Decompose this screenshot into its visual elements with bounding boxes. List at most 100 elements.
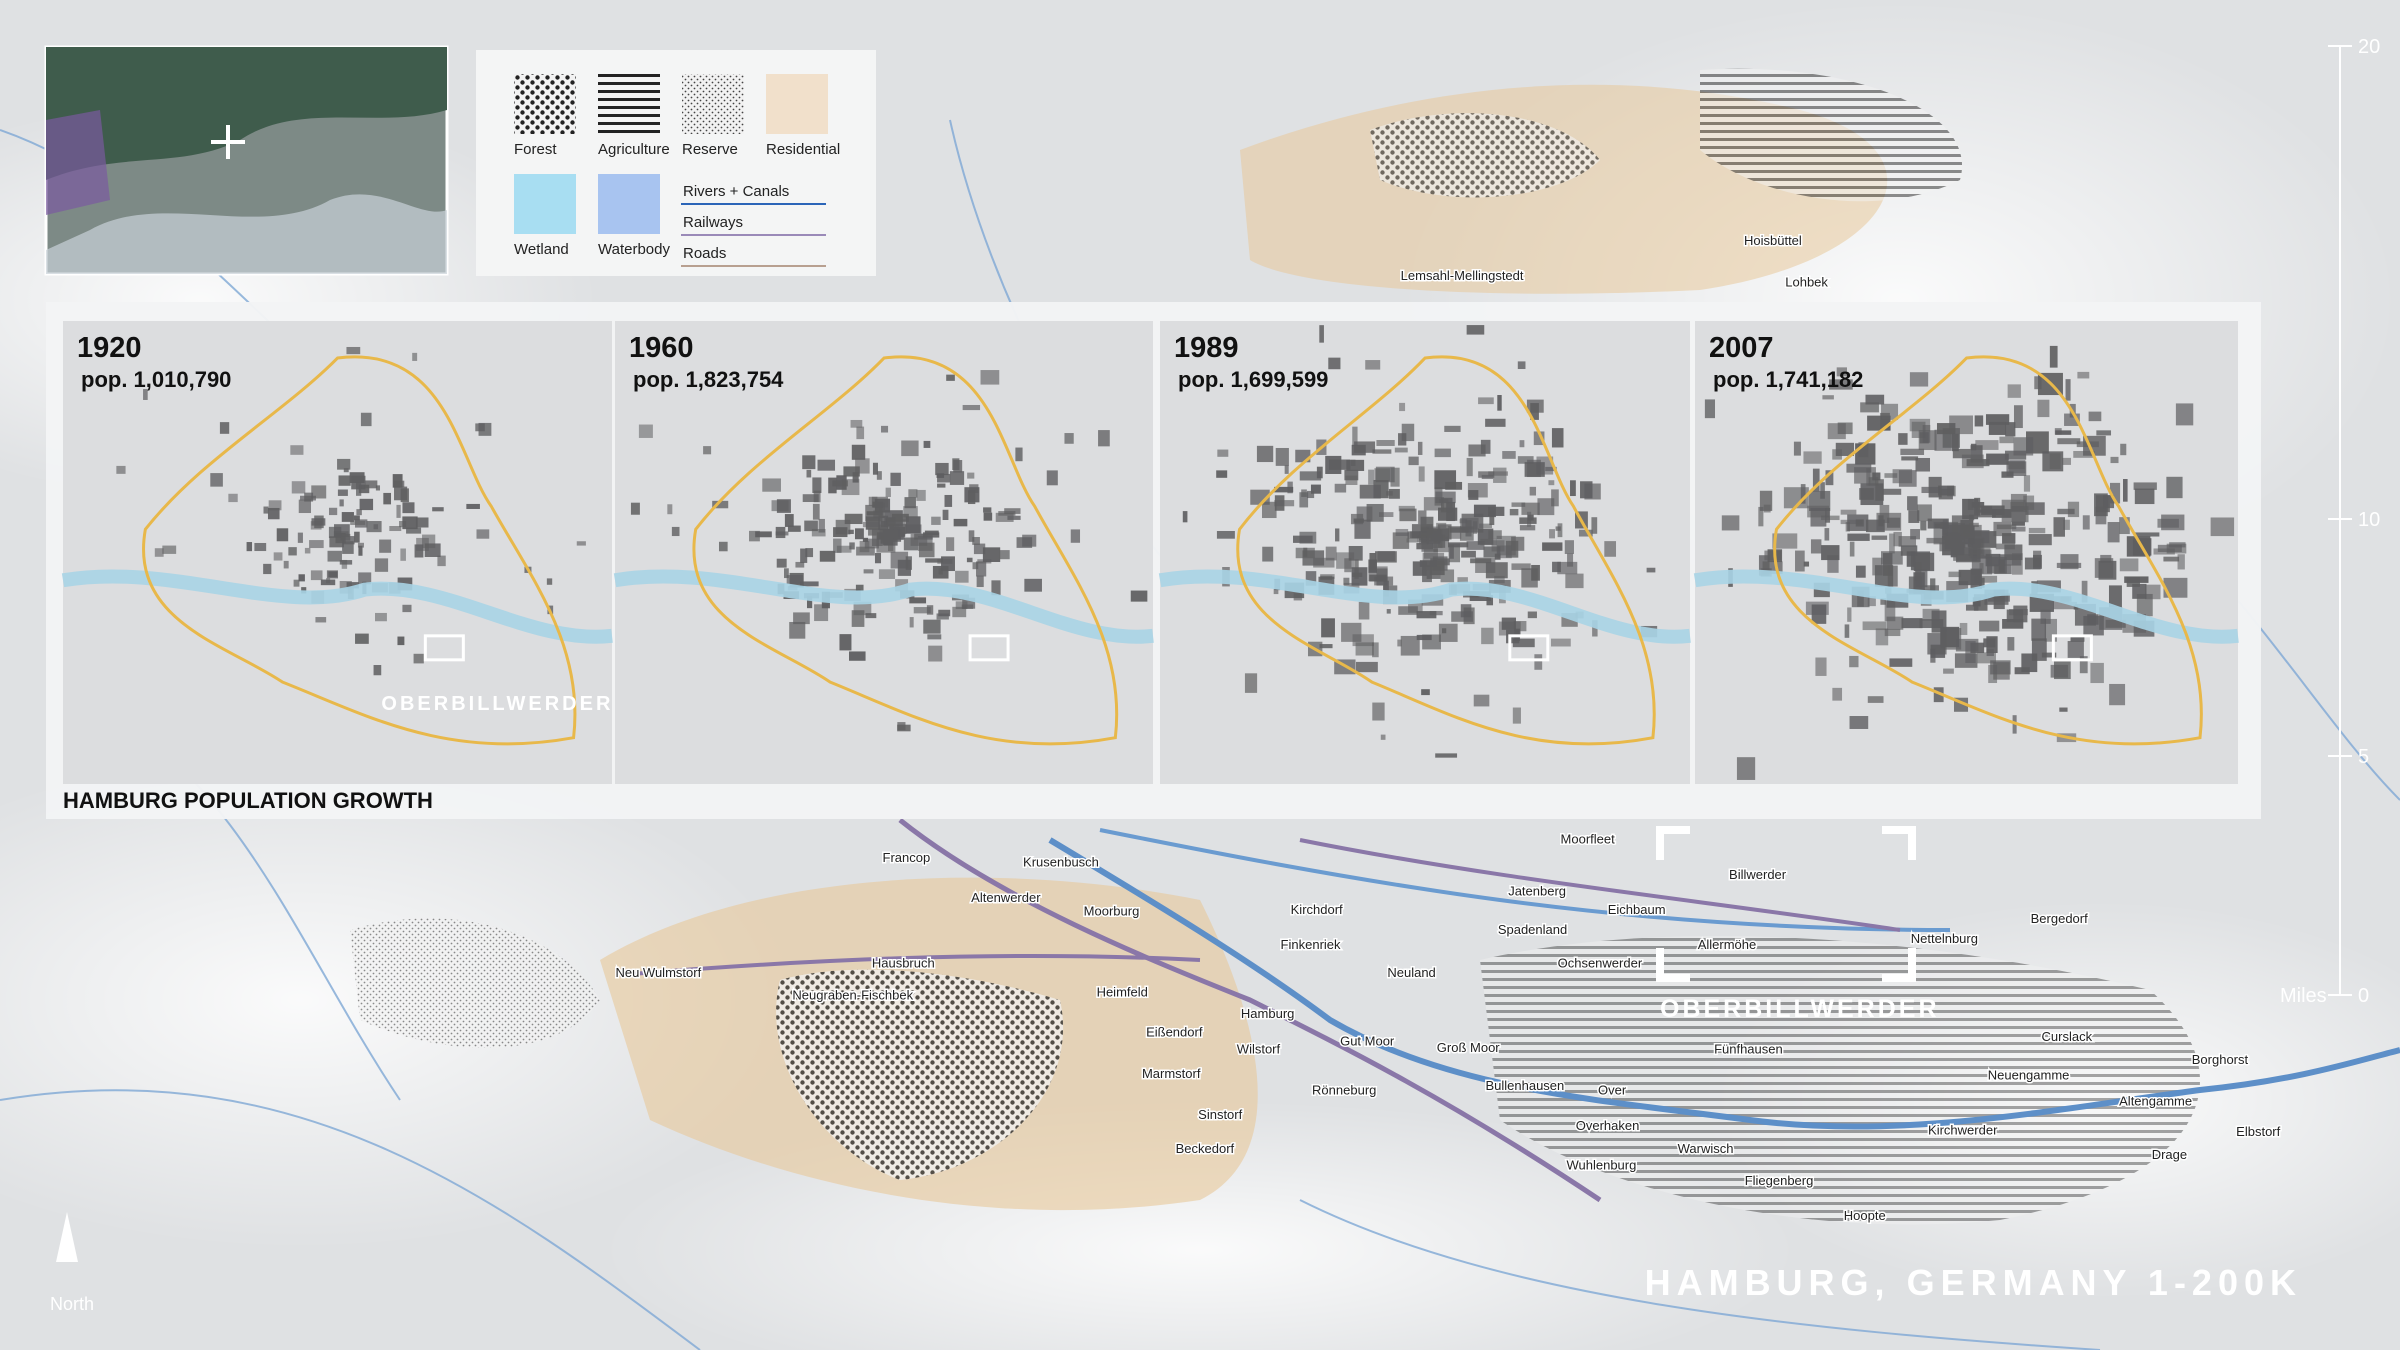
urban-patch [1412,561,1427,576]
urban-patch [905,556,912,570]
urban-patch [1354,519,1371,539]
urban-patch [293,579,300,587]
urban-patch [478,422,492,436]
urban-patch [2166,476,2183,499]
forest-area [776,969,1064,1180]
urban-patch [1397,639,1402,647]
urban-patch [290,445,304,455]
site-bracket [1656,826,1916,982]
urban-patch [909,597,927,604]
city-boundary [1236,355,1656,746]
urban-patch [864,538,879,549]
urban-patch [309,540,324,549]
site-box [1508,634,1550,662]
place-label: Warwisch [1678,1141,1734,1156]
urban-patch [1392,532,1410,549]
urban-patch [2109,482,2121,504]
place-label: Nettelnburg [1911,931,1978,946]
urban-patch [1341,622,1362,642]
urban-patch [1377,551,1395,562]
urban-patch [1901,456,1919,461]
urban-patch [304,547,311,554]
stream [1299,1199,2101,1351]
urban-patch [800,548,808,563]
urban-patch [1511,502,1526,507]
place-label: Francop [883,850,931,865]
urban-patch [1847,607,1852,622]
place-label: Krusenbusch [1023,855,1099,870]
urban-patch [1934,523,1949,528]
urban-patch [936,613,949,620]
urban-patch [1867,596,1876,607]
urban-patch [789,621,806,639]
urban-patch [2090,662,2104,684]
place-label: Kirchdorf [1291,902,1343,917]
place-label: Borghorst [2192,1052,2249,1067]
urban-patch [1016,537,1033,548]
urban-patch [2024,557,2041,570]
urban-patch [1310,484,1321,494]
urban-patch [268,500,282,511]
stream [0,1089,701,1351]
urban-patch [1429,561,1445,576]
legend-swatch [766,74,828,134]
urban-patch [1837,422,1853,435]
place-label: Sinstorf [1198,1107,1242,1122]
place-label: Gut Moor [1340,1034,1395,1049]
urban-patch [1394,447,1408,453]
urban-patch [977,559,992,564]
urban-patch [1822,395,1834,400]
urban-patch [415,517,429,528]
scale-bar: 20 10 5 0 Miles [2280,36,2380,1007]
urban-patch [359,498,374,511]
urban-patch [1999,436,2014,444]
urban-patch [466,503,480,509]
urban-patch [276,528,289,542]
urban-patch [1974,575,1998,583]
place-label: Lemsahl-Mellingstedt [1401,268,1524,283]
urban-patch [2120,443,2127,456]
urban-patch [776,558,787,568]
urban-patch [2028,534,2052,546]
urban-patch [2119,558,2139,572]
urban-patch [2001,499,2026,522]
urban-patch [432,507,444,512]
panel-year: 1920 [77,332,142,364]
urban-patch [1435,753,1458,758]
urban-patch [1872,472,1881,481]
urban-patch [1995,543,2015,550]
place-label: Moorfleet [1561,832,1616,847]
legend-swatch [682,74,744,134]
urban-patch [356,509,362,516]
urban-patch [901,440,919,457]
urban-patch [852,472,859,483]
panel-population: pop. 1,699,599 [1178,367,1328,392]
urban-patch [1860,402,1879,413]
urban-patch [1445,481,1463,490]
urban-patch [982,547,1001,562]
urban-patch [1975,440,1999,450]
urban-patch [2037,399,2050,418]
urban-patch [1965,604,1979,611]
urban-patch [2023,495,2035,510]
urban-patch [1216,530,1235,539]
urban-patch [1348,545,1363,561]
urban-patch [263,563,272,575]
urban-patch [1536,456,1554,475]
urban-patch [2153,548,2175,555]
urban-patch [1418,510,1427,525]
railway [898,818,1602,1203]
urban-patch [413,653,424,664]
place-label: Neu Wulmstorf [615,965,701,980]
legend-line-label: Rivers + Canals [683,183,789,200]
urban-patch [1481,627,1494,645]
urban-patch [1488,530,1502,540]
urban-patch [1879,504,1890,524]
urban-patch [1736,757,1756,780]
urban-patch [1313,557,1335,568]
urban-patch [400,488,409,503]
urban-patch [1968,537,1985,556]
urban-patch [1867,696,1884,703]
urban-patch [1552,561,1561,573]
urban-patch [2007,384,2021,398]
